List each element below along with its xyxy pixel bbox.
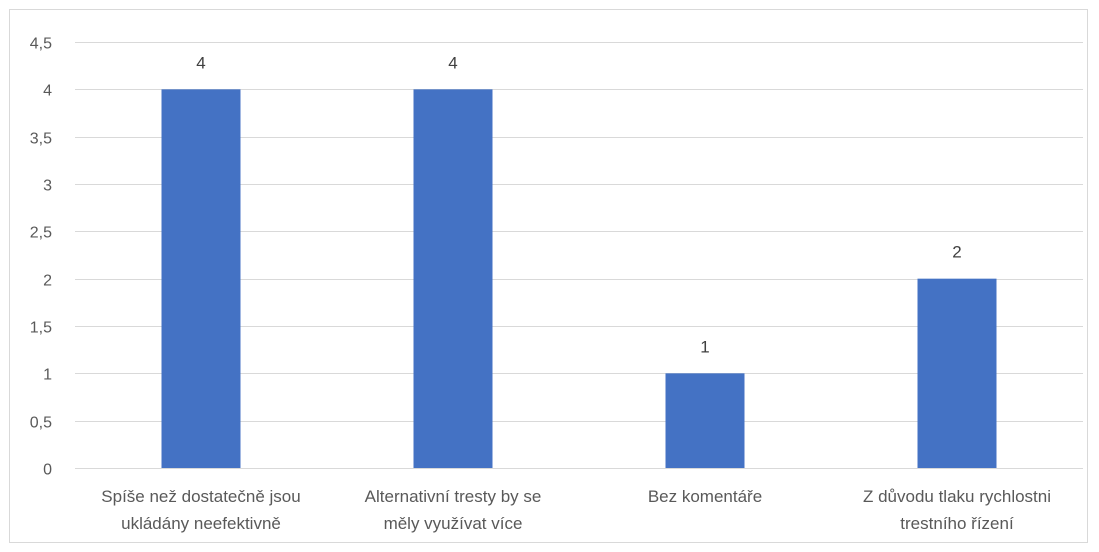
category-label: Z důvodu tlaku rychlostni trestního řízen… xyxy=(863,487,1051,533)
data-label: 4 xyxy=(448,53,457,72)
y-tick-label: 1,5 xyxy=(30,320,52,337)
y-tick-label: 0,5 xyxy=(30,415,52,432)
bar xyxy=(665,373,745,468)
data-label: 1 xyxy=(700,337,709,356)
category-label: Bez komentáře xyxy=(648,487,762,506)
y-tick-label: 3,5 xyxy=(30,131,52,148)
bars xyxy=(161,89,997,468)
bar xyxy=(917,278,997,468)
bar xyxy=(413,89,493,468)
y-tick-label: 0 xyxy=(43,462,52,479)
y-tick-label: 3 xyxy=(43,178,52,195)
y-tick-label: 2 xyxy=(43,273,52,290)
y-tick-label: 2,5 xyxy=(30,225,52,242)
data-label: 4 xyxy=(196,53,205,72)
gridlines xyxy=(75,42,1083,469)
data-labels: 4 4 1 2 xyxy=(196,53,961,356)
y-tick-label: 1 xyxy=(43,367,52,384)
bar xyxy=(161,89,241,468)
y-tick-label: 4 xyxy=(43,83,52,100)
y-axis-tick-labels: 0 0,5 1 1,5 2 2,5 3 3,5 4 4,5 xyxy=(30,36,52,479)
category-label: Spíše než dostatečně jsou ukládány neefek… xyxy=(101,487,300,533)
data-label: 2 xyxy=(952,243,961,262)
category-label: Alternativní tresty by se měly využívat v… xyxy=(365,487,542,533)
y-tick-label: 4,5 xyxy=(30,36,52,53)
x-axis-category-labels: Spíše než dostatečně jsou ukládány neefek… xyxy=(101,487,1051,533)
